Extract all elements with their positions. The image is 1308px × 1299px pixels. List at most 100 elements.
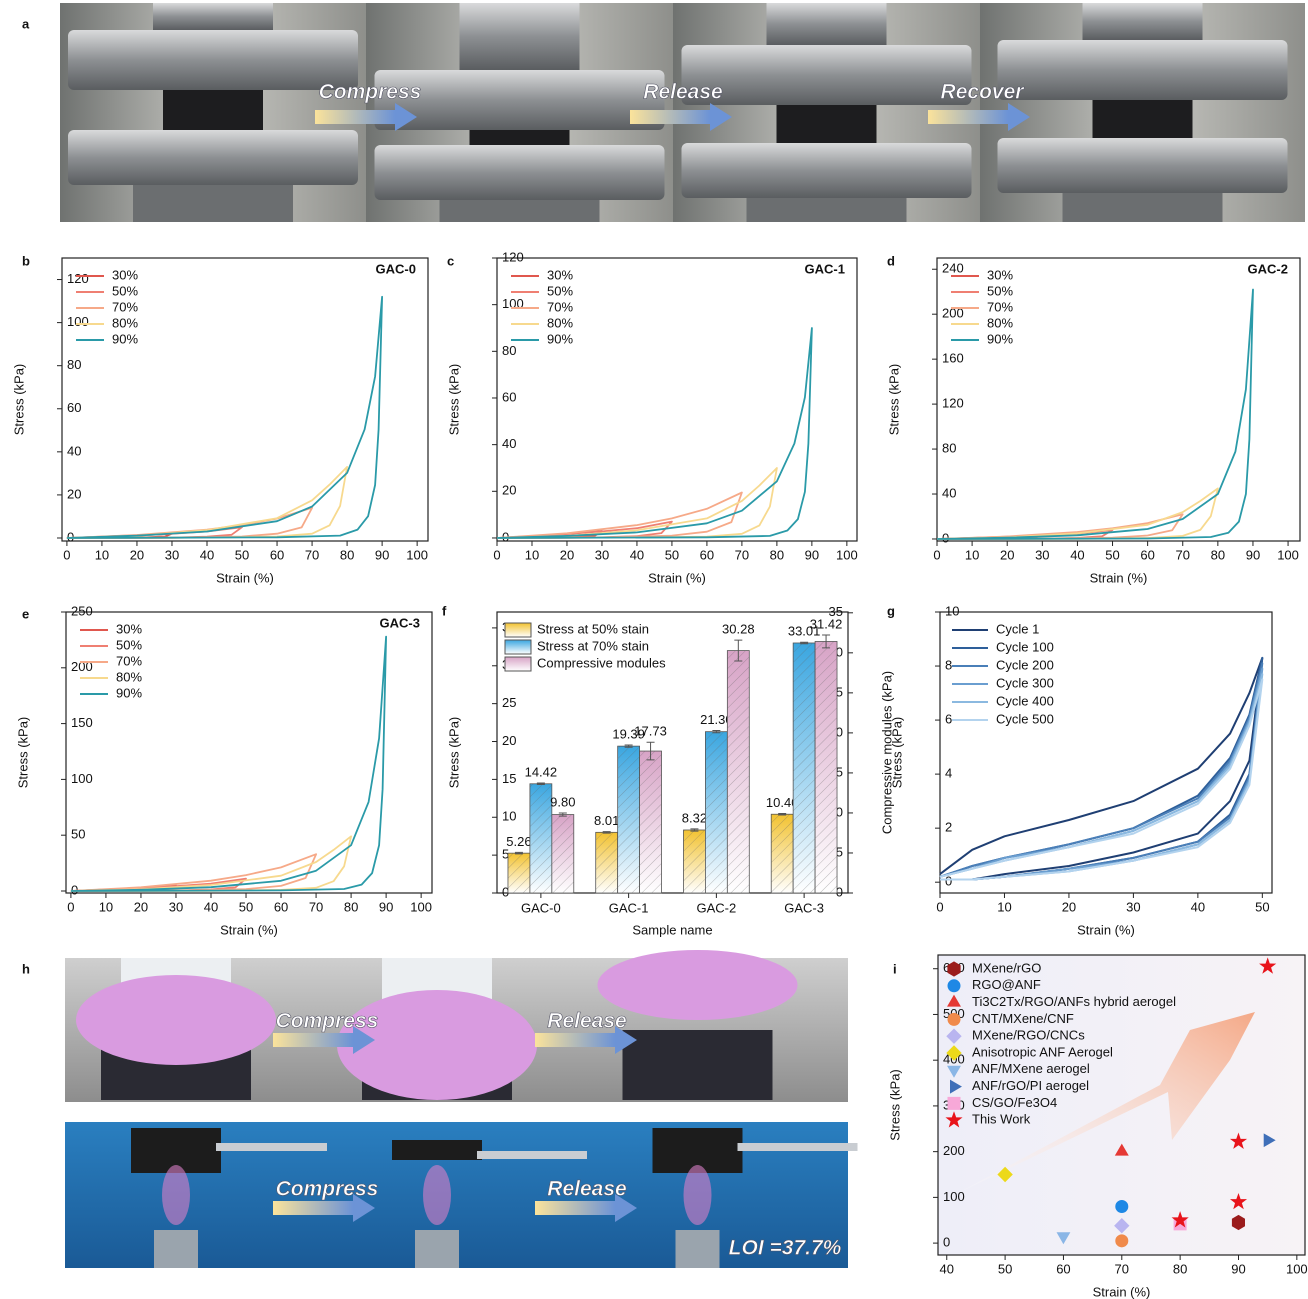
x-axis-label: Sample name: [632, 922, 712, 937]
panel-label: g: [887, 603, 895, 618]
x-tick-label: 70: [1176, 547, 1190, 562]
plot-frame: [936, 257, 1301, 542]
marker: [946, 1045, 962, 1061]
x-axis-label: Strain (%): [220, 922, 278, 937]
panel-label: b: [22, 253, 30, 268]
y-tick-label: 20: [67, 486, 81, 501]
legend-label: Compressive modules: [537, 655, 666, 670]
x-axis-label: Strain (%): [1093, 1284, 1151, 1299]
legend-label: Cycle 1: [996, 621, 1039, 636]
y-tick-label: 10: [945, 603, 959, 618]
sample-2: [392, 1140, 482, 1160]
value-label: 33.01: [788, 624, 821, 639]
marker: [1259, 957, 1277, 974]
flame: [423, 1165, 451, 1225]
plate-bottom: [68, 130, 358, 185]
series-line: [939, 667, 1264, 881]
legend-label: This Work: [972, 1112, 1031, 1127]
arrow-body: [630, 110, 710, 124]
error-bar: [624, 744, 633, 748]
overlay-label: Compress: [276, 1178, 379, 1201]
piston: [1082, 3, 1203, 40]
piston: [153, 3, 273, 30]
base: [1062, 193, 1223, 222]
y-tick-label: 0: [945, 874, 952, 889]
y-tick-label: 40: [67, 443, 81, 458]
panel-label: i: [893, 961, 897, 976]
error-bar: [778, 812, 787, 816]
y-tick-label: 240: [942, 261, 964, 276]
arrow-head: [615, 1194, 637, 1222]
y-tick-label: 40: [942, 485, 956, 500]
series-line: [939, 656, 1264, 881]
series-line: [66, 295, 383, 539]
panel-label: f: [442, 603, 447, 618]
value-label: 8.32: [682, 810, 707, 825]
legend-label: MXene/rGO: [972, 960, 1041, 975]
legend-label: 80%: [987, 315, 1013, 330]
cap: [76, 975, 276, 1065]
arrow-head: [615, 1026, 637, 1054]
arrow-body: [928, 110, 1008, 124]
value-label: 19.39: [612, 726, 645, 741]
y-tick-label: 20: [502, 733, 516, 748]
x-tick-label: 30: [1035, 547, 1049, 562]
y-tick-label: 100: [67, 314, 89, 329]
value-label: 14.42: [525, 764, 558, 779]
legend-label: 30%: [112, 267, 138, 282]
plate-top: [374, 70, 665, 130]
sample: [163, 90, 263, 130]
y-tick-label: 250: [71, 603, 93, 618]
overlay-label: Compress: [276, 1010, 379, 1033]
legend-label: 50%: [112, 283, 138, 298]
x-tick-label: GAC-3: [784, 900, 824, 915]
x-tick-label: 100: [1286, 1261, 1308, 1276]
legend-label: 50%: [547, 283, 573, 298]
error-bar: [822, 634, 831, 649]
x-tick-label: 60: [1140, 547, 1154, 562]
legend-label: 30%: [547, 267, 573, 282]
chart-title: GAC-3: [380, 615, 420, 630]
bar-hatch: [551, 814, 574, 893]
y-axis-label: Stress (kPa): [446, 364, 461, 436]
series-line: [939, 662, 1264, 881]
arrow-head: [710, 103, 732, 131]
y-tick-label: 40: [502, 436, 516, 451]
x-tick-label: 80: [1173, 1261, 1187, 1276]
x-tick-label: 50: [665, 547, 679, 562]
series-line: [939, 656, 1264, 881]
marker: [1231, 1214, 1245, 1231]
y-axis-label: Stress (kPa): [886, 364, 901, 436]
legend-label: Cycle 200: [996, 657, 1054, 672]
x-tick-label: 20: [134, 899, 148, 914]
x-tick-label: 40: [204, 899, 218, 914]
x-axis-label: Strain (%): [1077, 922, 1135, 937]
value-label: 8.01: [594, 813, 619, 828]
x-tick-label: 10: [95, 547, 109, 562]
x-tick-label: 50: [1105, 547, 1119, 562]
x-tick-label: 80: [1211, 547, 1225, 562]
y-axis-label: Stress (kPa): [889, 717, 904, 789]
marker: [997, 1166, 1013, 1183]
x-tick-label: 70: [1115, 1261, 1129, 1276]
legend-label: Cycle 500: [996, 711, 1054, 726]
series-line: [66, 466, 348, 539]
x-tick-label: 60: [1056, 1261, 1070, 1276]
y-tick-label: 120: [67, 271, 89, 286]
legend-label: Stress at 50% stain: [537, 621, 649, 636]
overlay-label: Release: [547, 1010, 627, 1033]
burner: [154, 1230, 198, 1268]
y-axis-label: Stress (kPa): [446, 717, 461, 789]
x-tick-label: GAC-2: [697, 900, 737, 915]
burner: [415, 1230, 459, 1268]
x-tick-label: 0: [63, 547, 70, 562]
legend-label: 80%: [112, 315, 138, 330]
marker: [1114, 1217, 1130, 1234]
bar-hatch: [705, 731, 728, 893]
legend-label: 80%: [116, 669, 142, 684]
bar-hatch: [815, 641, 838, 893]
panel-label: c: [447, 253, 454, 268]
y-tick-label: 60: [67, 400, 81, 415]
y-tick-label: 100: [71, 771, 93, 786]
x-axis-label: Strain (%): [648, 570, 706, 585]
